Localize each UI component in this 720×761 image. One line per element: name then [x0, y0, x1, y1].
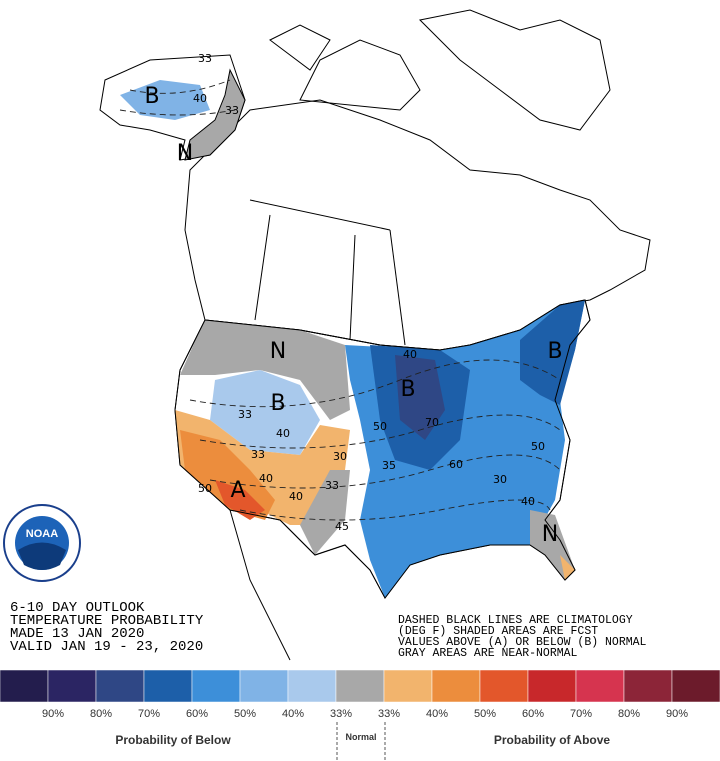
legend: Probability of Below Normal Probability … — [0, 669, 720, 760]
map-label: 45 — [335, 520, 349, 533]
legend-swatch — [143, 669, 193, 703]
map-label: B — [400, 377, 415, 402]
map-label: 40 — [259, 472, 273, 485]
map-label: 40 — [193, 92, 207, 105]
legend-swatch — [95, 669, 145, 703]
legend-label: 40% — [426, 708, 448, 720]
legend-label: 60% — [522, 708, 544, 720]
legend-swatch — [575, 669, 625, 703]
map-label: N — [270, 339, 286, 364]
legend-swatch — [47, 669, 97, 703]
legend-swatch — [527, 669, 577, 703]
map-label: 40 — [521, 495, 535, 508]
map-label: 33 — [225, 104, 239, 117]
legend-label: 33% — [378, 708, 400, 720]
map-label: 40 — [403, 348, 417, 361]
map-label: 40 — [276, 427, 290, 440]
legend-swatch — [383, 669, 433, 703]
map-label: 30 — [333, 450, 347, 463]
legend-swatch — [623, 669, 673, 703]
normal-title: Normal — [345, 732, 376, 742]
header-line: VALID JAN 19 - 23, 2020 — [10, 639, 203, 655]
legend-label: 80% — [618, 708, 640, 720]
map-label: A — [230, 478, 245, 503]
map-label: 33 — [325, 479, 339, 492]
legend-label: 70% — [570, 708, 592, 720]
header-line: MADE 13 JAN 2020 — [10, 626, 144, 642]
map-label: 50 — [373, 420, 387, 433]
map-label: 70 — [425, 416, 439, 429]
legend-swatch — [671, 669, 720, 703]
legend-label: 40% — [282, 708, 304, 720]
legend-label: 90% — [42, 708, 64, 720]
map-label: 50 — [198, 482, 212, 495]
header-line: 6-10 DAY OUTLOOK — [10, 600, 145, 616]
note-line: (DEG F) SHADED AREAS ARE FCST — [398, 625, 598, 638]
map-label: 30 — [493, 473, 507, 486]
map-label: 50 — [531, 440, 545, 453]
logo-text: NOAA — [26, 528, 58, 540]
legend-label: 50% — [234, 708, 256, 720]
map-label: 60 — [449, 458, 463, 471]
legend-swatch — [335, 669, 385, 703]
legend-label: 90% — [666, 708, 688, 720]
map-labels: B 33 40 33 N N B 33 40 33 40 50 A 40 30 33 45 B 40 50 70 35 60… — [144, 52, 562, 547]
above-title: Probability of Above — [494, 733, 611, 747]
legend-label: 70% — [138, 708, 160, 720]
note-line: DASHED BLACK LINES ARE CLIMATOLOGY — [398, 614, 633, 627]
note-line: GRAY AREAS ARE NEAR-NORMAL — [398, 647, 578, 660]
map: B 33 40 33 N N B 33 40 33 40 50 A 40 30 33 45 B 40 50 70 35 60… — [99, 9, 651, 661]
legend-swatch — [0, 669, 49, 703]
map-label: 33 — [238, 408, 252, 421]
map-label: 40 — [289, 490, 303, 503]
notes: DASHED BLACK LINES ARE CLIMATOLOGY(DEG F… — [398, 614, 647, 660]
header-line: TEMPERATURE PROBABILITY — [10, 613, 204, 629]
note-line: VALUES ABOVE (A) OR BELOW (B) NORMAL — [398, 636, 647, 649]
map-label: B — [547, 339, 562, 364]
map-label: 33 — [251, 448, 265, 461]
legend-swatch — [479, 669, 529, 703]
legend-label: 60% — [186, 708, 208, 720]
map-label: N — [177, 141, 193, 166]
map-label: 35 — [382, 459, 396, 472]
legend-label: 33% — [330, 708, 352, 720]
below-title: Probability of Below — [115, 733, 231, 747]
legend-label: 50% — [474, 708, 496, 720]
map-label: 33 — [198, 52, 212, 65]
legend-swatch — [239, 669, 289, 703]
map-label: B — [144, 84, 159, 109]
legend-swatch — [431, 669, 481, 703]
map-label: B — [270, 391, 285, 416]
map-label: N — [542, 522, 558, 547]
legend-label: 80% — [90, 708, 112, 720]
legend-swatch — [191, 669, 241, 703]
legend-swatch — [287, 669, 337, 703]
noaa-logo: NOAA — [3, 504, 81, 582]
